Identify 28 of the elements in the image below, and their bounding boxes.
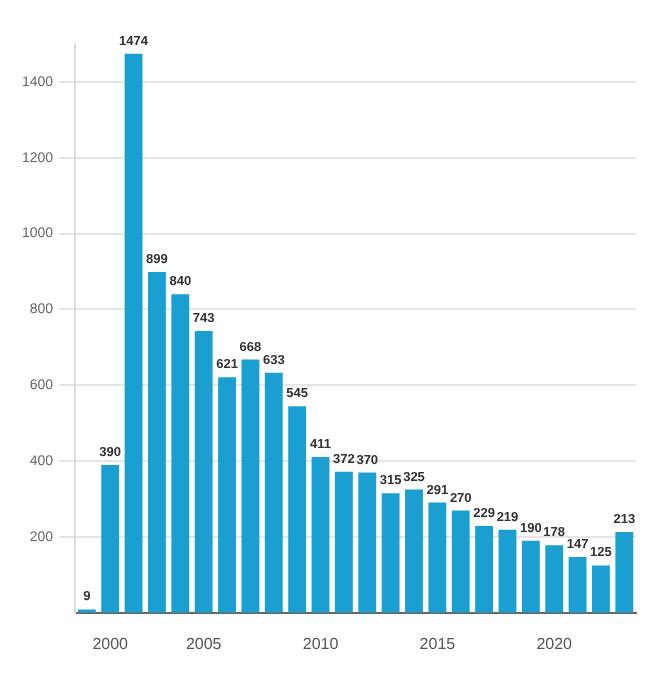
bar: [194, 331, 213, 613]
bar: [451, 510, 470, 613]
x-tick-label: 2000: [92, 634, 130, 653]
bar: [475, 525, 494, 613]
bar: [428, 502, 447, 613]
bar: [381, 493, 400, 613]
bar: [334, 471, 353, 613]
bar: [521, 540, 540, 613]
x-tick-label: 2010: [302, 634, 340, 653]
x-tick-label: 2020: [536, 634, 574, 653]
bar: [405, 489, 423, 613]
x-tick-label: 2015: [419, 634, 457, 653]
bar: [288, 406, 307, 613]
bar: [498, 529, 517, 613]
bar: [311, 456, 330, 613]
bar: [148, 271, 166, 613]
bar: [101, 464, 120, 613]
bar: [264, 372, 283, 613]
bar: [171, 294, 190, 613]
bar: [218, 377, 236, 613]
bar: [124, 53, 143, 613]
bar: [592, 565, 610, 613]
bar: [358, 472, 377, 613]
bar: [568, 557, 587, 613]
x-tick-label: 2005: [185, 634, 223, 653]
bar: [545, 545, 564, 613]
bar: [241, 359, 260, 613]
bar: [615, 532, 634, 613]
